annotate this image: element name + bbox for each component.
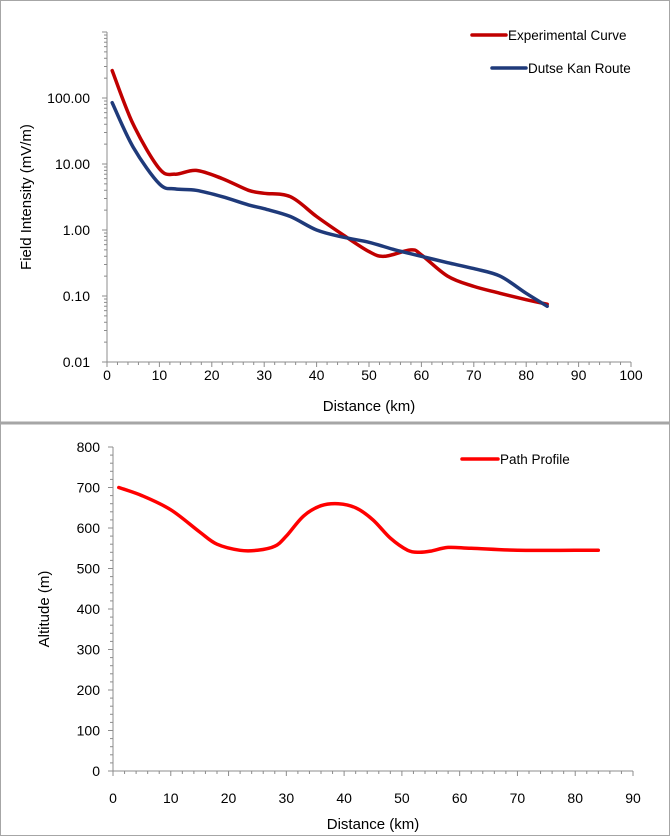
y-tick-label: 300 bbox=[77, 642, 101, 658]
x-tick-label: 60 bbox=[452, 790, 468, 806]
y-axis-title: Altitude (m) bbox=[36, 571, 53, 648]
x-axis-title: Distance (km) bbox=[323, 398, 416, 415]
x-tick-label: 70 bbox=[510, 790, 526, 806]
y-tick-label: 400 bbox=[77, 601, 101, 617]
y-tick-label: 700 bbox=[77, 480, 101, 496]
x-tick-label: 40 bbox=[309, 367, 325, 383]
legend-label: Dutse Kan Route bbox=[528, 61, 631, 76]
x-tick-label: 20 bbox=[204, 367, 220, 383]
y-tick-label: 100 bbox=[77, 723, 101, 739]
x-tick-label: 80 bbox=[567, 790, 583, 806]
y-tick-label: 0 bbox=[92, 763, 100, 779]
x-axis-title: Distance (km) bbox=[327, 816, 420, 833]
x-tick-label: 20 bbox=[221, 790, 237, 806]
x-tick-label: 0 bbox=[109, 790, 117, 806]
x-tick-label: 90 bbox=[571, 367, 587, 383]
legend-label: Path Profile bbox=[500, 452, 570, 467]
x-tick-label: 80 bbox=[518, 367, 534, 383]
x-tick-label: 50 bbox=[361, 367, 377, 383]
x-tick-label: 60 bbox=[414, 367, 430, 383]
x-tick-label: 70 bbox=[466, 367, 482, 383]
y-tick-label: 0.01 bbox=[63, 354, 90, 370]
series-line-dutse-kan-route bbox=[110, 100, 549, 308]
y-tick-label: 100.00 bbox=[47, 90, 90, 106]
y-axis-title: Field Intensity (mV/m) bbox=[18, 124, 35, 270]
x-tick-label: 30 bbox=[279, 790, 295, 806]
x-tick-label: 10 bbox=[163, 790, 179, 806]
x-tick-label: 50 bbox=[394, 790, 410, 806]
y-tick-label: 500 bbox=[77, 561, 101, 577]
series-line-path-profile bbox=[117, 485, 601, 555]
series-line-experimental-curve bbox=[110, 68, 549, 306]
field-intensity-chart: 0 10 20 30 40 50 60 70 80 90 100 0.01 0.10 1.00 10.00 1… bbox=[18, 28, 643, 415]
y-tick-label: 10.00 bbox=[55, 156, 90, 172]
x-tick-label: 30 bbox=[256, 367, 272, 383]
x-tick-label: 100 bbox=[619, 367, 643, 383]
y-tick-label: 0.10 bbox=[63, 288, 90, 304]
x-tick-label: 40 bbox=[336, 790, 352, 806]
path-profile-chart: 0 10 20 30 40 50 60 70 80 90 0 100 200 300 400 500 600 70… bbox=[36, 439, 641, 833]
y-tick-label: 600 bbox=[77, 520, 101, 536]
x-tick-label: 10 bbox=[152, 367, 168, 383]
x-tick-label: 90 bbox=[625, 790, 641, 806]
y-tick-label: 1.00 bbox=[63, 222, 90, 238]
legend-label: Experimental Curve bbox=[508, 28, 627, 43]
y-tick-label: 800 bbox=[77, 439, 101, 455]
x-tick-label: 0 bbox=[103, 367, 111, 383]
y-tick-label: 200 bbox=[77, 682, 101, 698]
